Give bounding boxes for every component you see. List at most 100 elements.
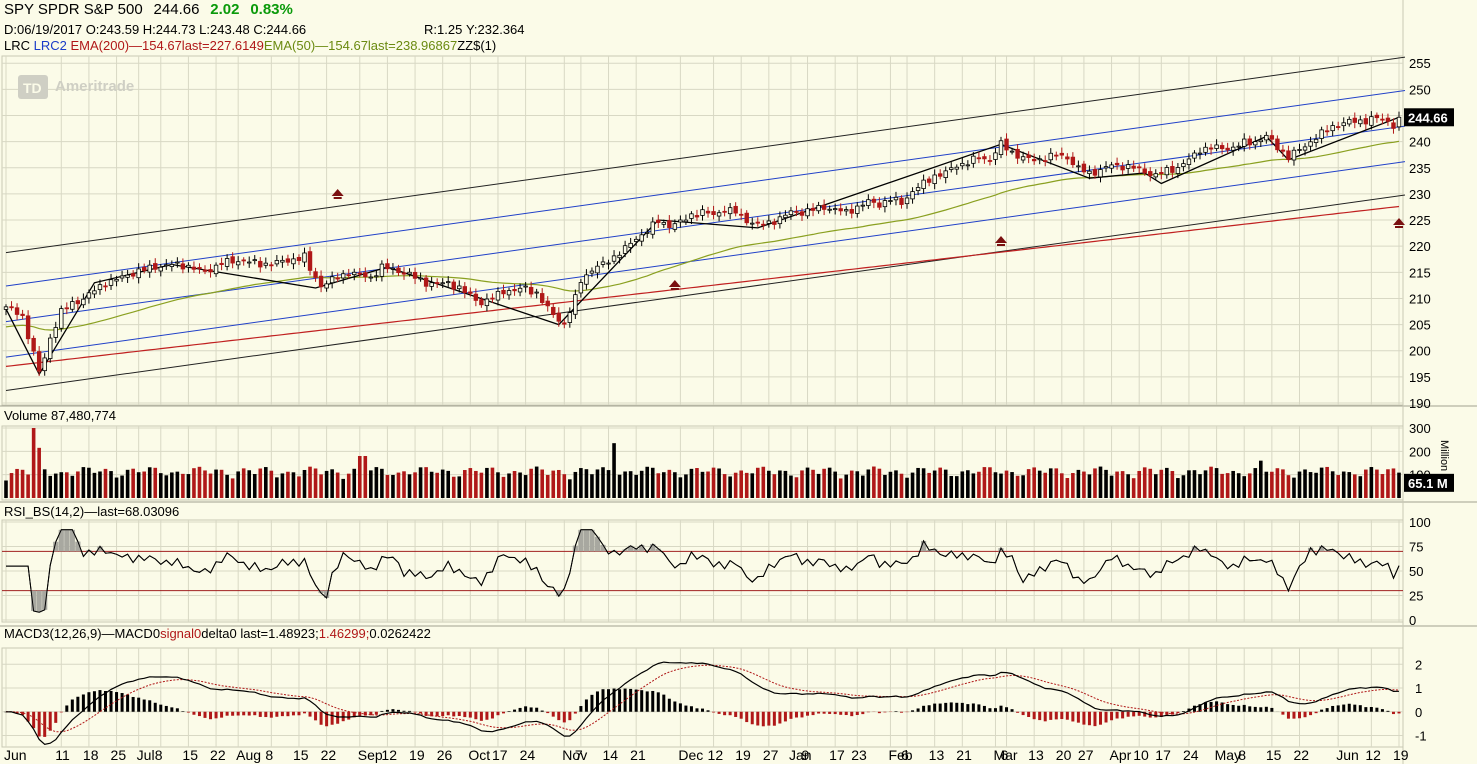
last-price-box	[1404, 108, 1454, 127]
x-month-label: Feb	[888, 747, 912, 763]
volume-bar	[1126, 474, 1130, 498]
candle	[379, 263, 385, 277]
x-month-label: Jul	[137, 747, 155, 763]
price-tick-label: 225	[1409, 213, 1431, 228]
volume-bar	[164, 475, 169, 498]
candle	[241, 259, 246, 262]
volume-unit: Million	[1438, 440, 1450, 471]
candle	[153, 263, 158, 270]
volume-bar	[1065, 478, 1070, 498]
macd-histogram-bar	[966, 704, 970, 712]
x-month-label: Nov	[562, 747, 587, 763]
macd-histogram-bar	[424, 711, 428, 716]
volume-bar	[474, 470, 478, 498]
macd-histogram-bar	[949, 702, 953, 712]
candle	[1291, 149, 1297, 161]
macd-histogram-bar	[253, 711, 257, 716]
volume-bar	[120, 475, 124, 498]
volume-bar	[1253, 468, 1258, 498]
candle	[937, 173, 943, 177]
price-tick-label: 255	[1409, 56, 1431, 71]
volume-bar	[1043, 472, 1048, 498]
macd-histogram-bar	[1331, 705, 1335, 712]
volume-bar	[1264, 471, 1269, 498]
candle	[556, 312, 561, 322]
volume-bar	[855, 471, 860, 498]
arrow-marker	[1393, 218, 1405, 225]
volume-bar	[1137, 470, 1141, 498]
volume-bar	[1369, 467, 1374, 498]
x-day-label: 22	[1294, 747, 1310, 763]
macd-histogram-bar	[308, 711, 312, 717]
rsi-overbought-fill	[998, 548, 1004, 552]
macd-histogram-bar	[1121, 711, 1125, 719]
last-price: 244.66	[153, 1, 200, 18]
candle	[1335, 126, 1341, 128]
arrow-marker	[997, 244, 1005, 246]
macd-histogram-bar	[900, 711, 903, 713]
macd-histogram-bar	[175, 708, 179, 712]
volume-bar	[888, 471, 893, 498]
rsi-overbought-fill	[64, 529, 70, 552]
volume-bar	[1131, 478, 1136, 498]
macd-histogram-bar	[1192, 705, 1196, 712]
macd-histogram-bar	[197, 711, 201, 717]
volume-bar	[662, 472, 666, 498]
macd-histogram-bar	[1198, 704, 1202, 712]
volume-bar	[689, 468, 694, 498]
volume-bar	[308, 466, 312, 498]
macd-histogram-bar	[1060, 711, 1064, 720]
volume-bar	[252, 474, 257, 498]
candle	[1253, 141, 1258, 146]
volume-bar	[258, 468, 263, 498]
candle	[1120, 165, 1125, 171]
volume-bar	[706, 471, 710, 498]
candle	[329, 276, 335, 284]
candle	[705, 210, 711, 214]
macd-histogram-bar	[330, 711, 334, 725]
macd-histogram-bar	[468, 711, 472, 718]
volume-bar	[595, 469, 600, 498]
volume-bar	[1364, 469, 1368, 498]
price-change: 2.02	[210, 1, 240, 18]
rsi-tick-label: 0	[1409, 613, 1416, 628]
volume-last-label: 65.1 M	[1408, 476, 1448, 491]
candle	[147, 264, 152, 273]
volume-bar	[297, 476, 301, 498]
price-tick-label: 210	[1409, 291, 1431, 306]
candle	[1197, 152, 1203, 155]
candle	[534, 291, 539, 294]
macd-histogram-bar	[689, 706, 693, 712]
macd-histogram-bar	[1336, 705, 1340, 712]
candle	[1004, 138, 1009, 151]
candle	[816, 205, 821, 212]
volume-bar	[534, 466, 539, 498]
candle	[1341, 122, 1346, 127]
volume-bar	[811, 469, 815, 498]
macd-histogram-bar	[275, 711, 279, 717]
macd-histogram-bar	[938, 703, 942, 712]
macd-histogram-bar	[186, 711, 190, 713]
lrc-lower-line	[5, 194, 1406, 391]
volume-bar	[1225, 473, 1230, 498]
candle	[976, 157, 982, 160]
candle	[1219, 145, 1225, 150]
macd-histogram-bar	[1298, 711, 1301, 719]
candle	[1280, 149, 1286, 152]
candle	[302, 252, 307, 263]
macd-histogram-bar	[1303, 711, 1307, 718]
macd-histogram-bar	[982, 705, 986, 712]
candle	[855, 205, 860, 214]
macd-histogram-bar	[1137, 711, 1141, 716]
macd-histogram-bar	[535, 707, 539, 712]
candle	[125, 274, 130, 278]
candle	[1313, 138, 1319, 143]
volume-bar	[407, 474, 412, 498]
candle	[727, 207, 733, 215]
volume-bar	[861, 475, 865, 498]
candle	[20, 313, 25, 316]
candle	[81, 298, 86, 306]
candle	[59, 308, 64, 329]
candle	[213, 264, 219, 275]
